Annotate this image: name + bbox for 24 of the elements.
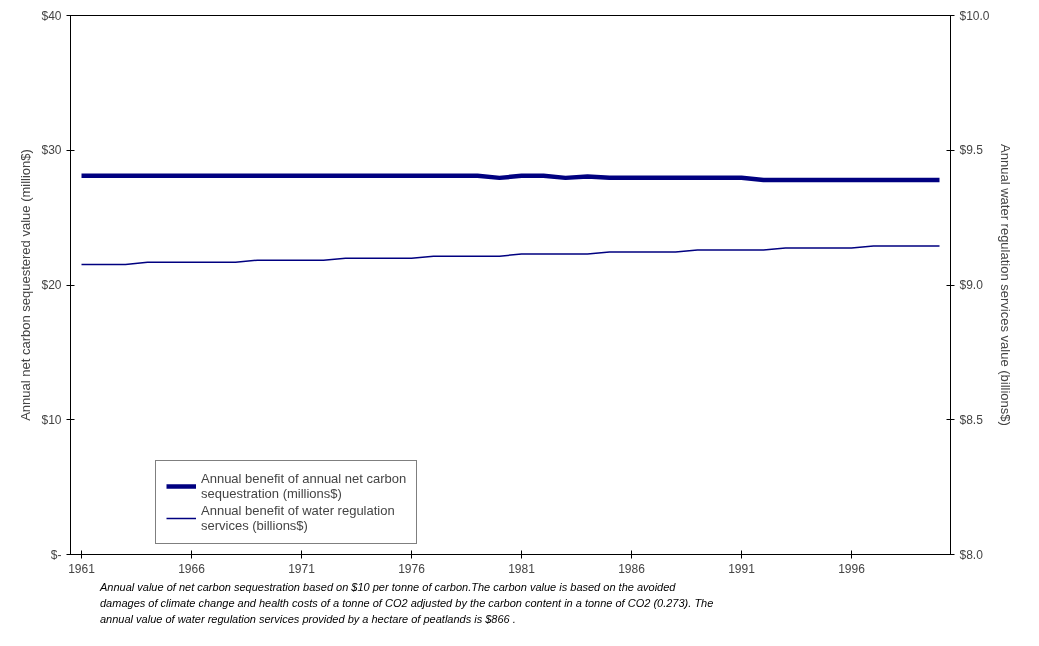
y-tick-label: $40: [41, 8, 62, 23]
line-series: [80, 245, 941, 266]
x-tick-label: 1976: [398, 561, 426, 576]
y2-tick-label: $10.0: [959, 8, 990, 23]
x-tick-label: 1991: [728, 561, 756, 576]
y-tick-label: $-: [50, 547, 62, 562]
y-axis-title: Annual net carbon sequestered value (million$): [18, 149, 34, 421]
x-tick-label: 1986: [618, 561, 646, 576]
x-tick-label: 1971: [288, 561, 316, 576]
y2-tick-label: $8.5: [959, 412, 984, 427]
y2-tick-label: $9.0: [959, 278, 984, 292]
y-tick-label: $10: [41, 412, 62, 427]
y-tick-label: $30: [41, 143, 62, 158]
y2-tick-label: $8.0: [959, 547, 984, 562]
y2-tick-label: $9.5: [959, 143, 984, 158]
text: Annual value of net carbon sequestration based on $10 per tonne of carbon.The carbon value is based on the avoided damages of climate change and health costs of a tonne of CO2 adjusted by the carbon content in a tonne of CO2 (0.273). The annual value of water regulation services provided by a hectare of peatlands is $866 .: [100, 580, 715, 627]
x-tick-label: 1996: [838, 561, 866, 576]
y2-axis-title: Annual water regulation services value (billions$): [997, 144, 1013, 426]
legend-label: Annual benefit of water regulation services (billions$): [201, 503, 395, 533]
x-tick-label: 1966: [178, 561, 206, 576]
x-tick-label: 1981: [508, 561, 536, 576]
y-tick-label: $20: [41, 278, 62, 292]
x-tick-label: 1961: [68, 561, 96, 576]
legend-label: Annual benefit of annual net carbon sequestration (millions$): [201, 471, 407, 501]
